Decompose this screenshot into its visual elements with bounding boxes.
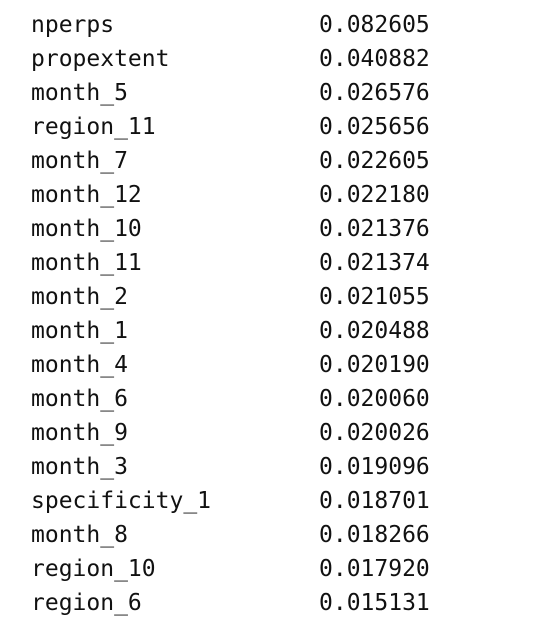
feature-name: month_10 <box>31 216 142 242</box>
feature-value: 0.022180 <box>319 182 430 208</box>
feature-name: month_3 <box>31 454 128 480</box>
output-row: month_9 0.020026 <box>31 416 511 450</box>
output-row: region_11 0.025656 <box>31 110 511 144</box>
feature-value: 0.026576 <box>319 80 430 106</box>
feature-value: 0.017920 <box>319 556 430 582</box>
feature-value: 0.018266 <box>319 522 430 548</box>
output-row: month_3 0.019096 <box>31 450 511 484</box>
feature-value: 0.020190 <box>319 352 430 378</box>
output-row: month_6 0.020060 <box>31 382 511 416</box>
feature-value: 0.019096 <box>319 454 430 480</box>
feature-name: month_9 <box>31 420 128 446</box>
feature-name: month_7 <box>31 148 128 174</box>
output-row: month_2 0.021055 <box>31 280 511 314</box>
output-row: month_10 0.021376 <box>31 212 511 246</box>
feature-name: month_6 <box>31 386 128 412</box>
feature-value: 0.022605 <box>319 148 430 174</box>
output-row: month_5 0.026576 <box>31 76 511 110</box>
feature-value: 0.021055 <box>319 284 430 310</box>
output-row: month_4 0.020190 <box>31 348 511 382</box>
feature-name: month_2 <box>31 284 128 310</box>
feature-name: month_5 <box>31 80 128 106</box>
feature-value: 0.021376 <box>319 216 430 242</box>
feature-value: 0.021374 <box>319 250 430 276</box>
output-row: month_7 0.022605 <box>31 144 511 178</box>
output-row: nperps 0.082605 <box>31 8 511 42</box>
feature-name: month_12 <box>31 182 142 208</box>
feature-value: 0.020060 <box>319 386 430 412</box>
feature-value: 0.020026 <box>319 420 430 446</box>
feature-value: 0.025656 <box>319 114 430 140</box>
feature-value: 0.040882 <box>319 46 430 72</box>
feature-name: month_4 <box>31 352 128 378</box>
feature-value: 0.082605 <box>319 12 430 38</box>
output-row: month_11 0.021374 <box>31 246 511 280</box>
output-row: specificity_1 0.018701 <box>31 484 511 518</box>
feature-importance-output: nperps 0.082605 propextent 0.040882 mont… <box>31 8 511 620</box>
feature-name: region_11 <box>31 114 156 140</box>
feature-value: 0.018701 <box>319 488 430 514</box>
output-row: propextent 0.040882 <box>31 42 511 76</box>
output-row: region_6 0.015131 <box>31 586 511 620</box>
feature-name: month_11 <box>31 250 142 276</box>
feature-value: 0.015131 <box>319 590 430 616</box>
feature-name: month_8 <box>31 522 128 548</box>
output-row: region_10 0.017920 <box>31 552 511 586</box>
output-row: month_12 0.022180 <box>31 178 511 212</box>
feature-name: propextent <box>31 46 170 72</box>
feature-value: 0.020488 <box>319 318 430 344</box>
feature-name: month_1 <box>31 318 128 344</box>
feature-name: region_6 <box>31 590 142 616</box>
output-row: month_1 0.020488 <box>31 314 511 348</box>
feature-name: nperps <box>31 12 115 38</box>
output-row: month_8 0.018266 <box>31 518 511 552</box>
feature-name: region_10 <box>31 556 156 582</box>
feature-name: specificity_1 <box>31 488 212 514</box>
